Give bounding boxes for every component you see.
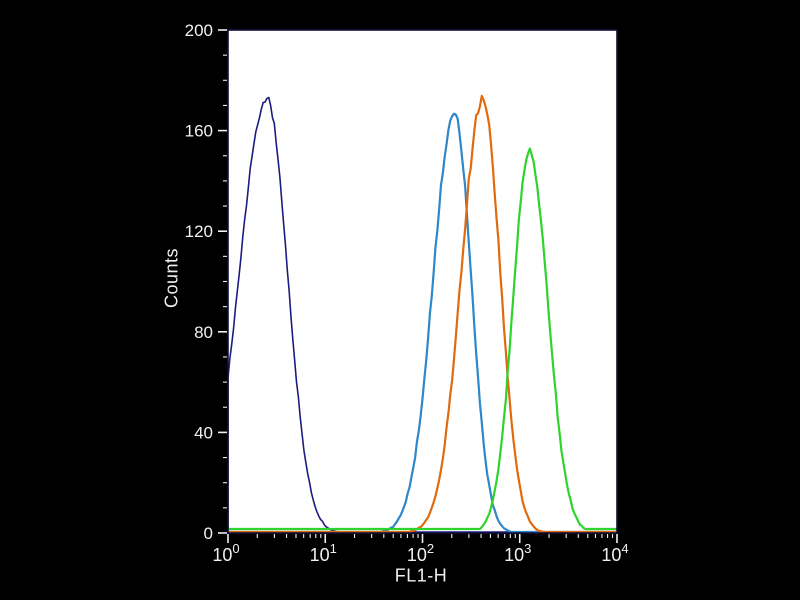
x-tick-label: 101 <box>310 541 337 565</box>
x-tick-label: 100 <box>212 541 239 565</box>
y-tick-label: 0 <box>204 524 213 543</box>
x-axis-label: FL1-H <box>394 565 448 586</box>
histogram-curves <box>228 94 617 533</box>
plot-area <box>228 30 617 533</box>
series-orange <box>228 94 617 533</box>
x-tick-label: 103 <box>504 541 531 565</box>
plot-frame <box>227 29 618 534</box>
x-tick-label: 102 <box>407 541 434 565</box>
y-tick-label: 40 <box>194 423 213 442</box>
x-tick-label: 104 <box>601 541 628 565</box>
y-tick-label: 200 <box>185 21 213 40</box>
y-tick-label: 80 <box>194 323 213 342</box>
y-axis-label: Counts <box>161 247 182 309</box>
y-tick-label: 120 <box>185 222 213 241</box>
y-tick-label: 160 <box>185 122 213 141</box>
series-green <box>228 147 617 531</box>
axis-ticks: 0 40 80 120 160 200 100 101 102 103 104 <box>185 21 629 565</box>
